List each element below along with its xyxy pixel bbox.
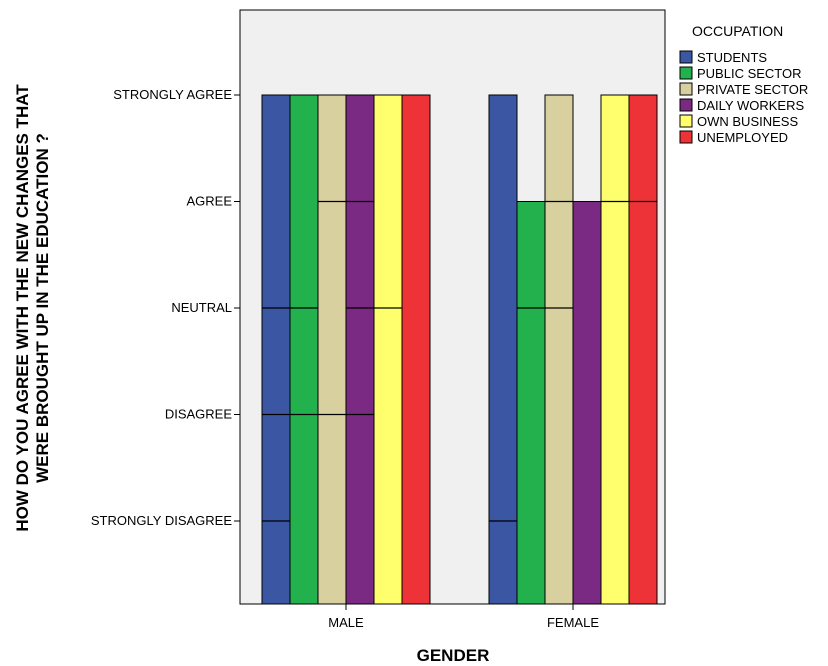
y-axis-title-line-2: WERE BROUGHT UP IN THE EDUCATION ?	[33, 133, 52, 483]
legend-swatch-students	[679, 50, 693, 64]
y-axis-title-line-1: HOW DO YOU AGREE WITH THE NEW CHANGES TH…	[13, 84, 32, 532]
x-axis-title: GENDER	[417, 646, 490, 665]
bar-female-public-sector	[516, 201, 546, 605]
legend-swatch-unemployed	[679, 130, 693, 144]
bar-female-students	[488, 94, 518, 605]
bar-male-public-sector	[289, 94, 319, 605]
x-tick-label-male: MALE	[328, 615, 364, 630]
legend-label-daily-workers: DAILY WORKERS	[697, 98, 804, 113]
bar-male-unemployed	[401, 94, 431, 605]
y-axis: STRONGLY DISAGREE DISAGREE NEUTRAL AGREE STR…	[91, 87, 240, 528]
y-axis-title: HOW DO YOU AGREE WITH THE NEW CHANGES TH…	[13, 84, 52, 532]
legend-label-public-sector: PUBLIC SECTOR	[697, 66, 802, 81]
y-tick-label-agree: AGREE	[186, 194, 232, 209]
legend-label-unemployed: UNEMPLOYED	[697, 130, 788, 145]
legend-title: OCCUPATION	[692, 23, 783, 39]
bars-layer	[261, 94, 658, 605]
bar-female-own-business	[600, 94, 630, 605]
legend-swatch-own-business	[679, 114, 693, 128]
y-tick-label-disagree: DISAGREE	[165, 407, 233, 422]
legend-label-own-business: OWN BUSINESS	[697, 114, 798, 129]
bar-male-students	[261, 94, 291, 605]
bar-female-unemployed	[628, 94, 658, 605]
bar-male-own-business	[373, 94, 403, 605]
bar-male-daily-workers	[345, 94, 375, 605]
y-tick-label-neutral: NEUTRAL	[171, 300, 232, 315]
x-axis: MALE FEMALE	[328, 604, 599, 630]
legend-label-private-sector: PRIVATE SECTOR	[697, 82, 808, 97]
y-tick-label-strongly-disagree: STRONGLY DISAGREE	[91, 513, 232, 528]
legend-label-students: STUDENTS	[697, 50, 767, 65]
legend-swatch-private-sector	[679, 82, 693, 96]
y-tick-label-strongly-agree: STRONGLY AGREE	[113, 87, 232, 102]
x-tick-label-female: FEMALE	[547, 615, 599, 630]
legend-swatch-public-sector	[679, 66, 693, 80]
bar-female-daily-workers	[572, 201, 602, 605]
bar-female-private-sector	[544, 94, 574, 605]
legend-swatch-daily-workers	[679, 98, 693, 112]
bar-male-private-sector	[317, 94, 347, 605]
